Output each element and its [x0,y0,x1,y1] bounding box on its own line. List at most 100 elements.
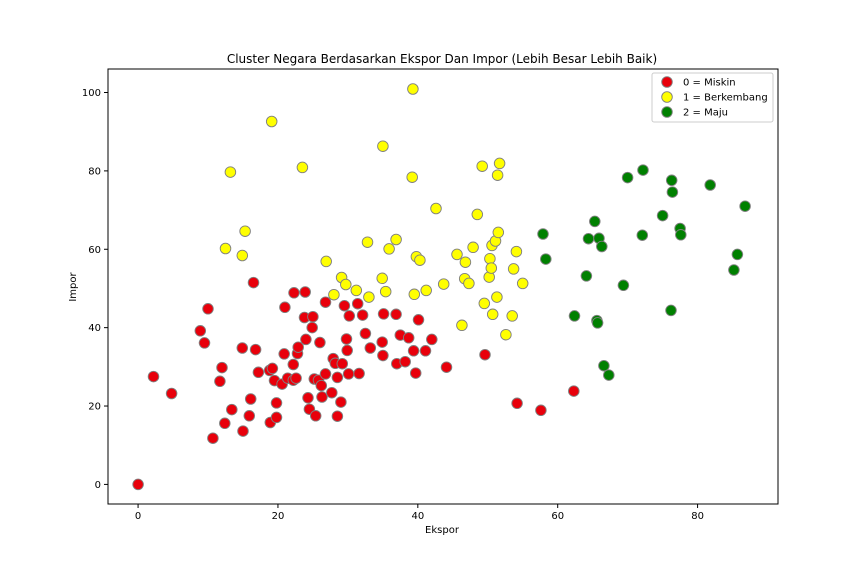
data-point [252,366,265,379]
data-point [471,208,484,221]
series-0 [132,276,580,491]
data-point [376,272,388,285]
y-tick-label: 80 [88,166,101,177]
data-point [456,319,468,332]
data-point [491,169,504,181]
chart-title: Cluster Negara Berdasarkan Ekspor Dan Im… [227,52,657,66]
data-point [364,342,377,354]
data-point [420,284,432,297]
y-tick-label: 40 [88,323,101,334]
data-point [224,166,237,178]
data-point [493,157,506,170]
data-point [596,240,608,253]
data-point [300,333,312,346]
data-point [270,397,283,409]
data-point [315,379,328,392]
data-point [292,341,304,353]
data-point [331,371,344,384]
data-point [338,299,351,312]
data-point [399,355,411,368]
data-point [500,328,512,341]
series-1 [219,83,529,341]
plot-area [132,83,751,491]
data-point [288,287,300,299]
data-point [451,248,463,261]
data-point [603,369,615,381]
data-point [236,342,249,354]
data-point [335,396,347,408]
data-point [656,209,669,222]
data-point [665,174,678,187]
data-point [430,202,442,215]
data-point [459,256,472,268]
data-point [265,115,278,128]
data-point [511,397,523,410]
data-point [739,200,751,212]
data-point [440,361,453,373]
data-point [407,345,420,357]
data-point [476,160,488,172]
data-point [406,171,418,183]
data-point [617,279,630,292]
data-point [243,410,256,422]
data-point [390,308,402,321]
data-point [320,255,332,268]
data-point [412,314,425,326]
legend-label: 0 = Miskin [683,78,736,89]
x-tick-label: 80 [691,511,704,522]
legend-box [651,72,774,123]
data-point [390,233,402,246]
data-point [492,226,505,239]
y-tick-label: 60 [88,245,101,256]
data-point [426,333,438,346]
data-point [484,252,496,265]
plot-frame [107,68,779,505]
data-point [244,393,257,405]
data-point [376,336,388,348]
x-tick-label: 40 [411,511,424,522]
data-point [319,296,332,308]
data-point [299,286,311,298]
legend: 0 = Miskin 1 = Berkembang 2 = Maju [651,72,774,123]
data-point [147,370,160,383]
data-point [279,301,291,314]
data-point [309,410,322,422]
data-point [307,310,319,323]
data-point [194,325,207,337]
y-axis-label: Impor [68,271,79,301]
data-point [219,417,231,430]
x-tick-label: 0 [135,511,141,522]
data-point [675,229,687,241]
data-point [132,478,144,491]
data-point [589,215,601,228]
data-point [296,161,309,174]
data-point [341,344,353,357]
data-point [728,264,740,276]
data-point [535,404,547,417]
data-point [537,228,549,240]
series-2 [537,164,751,381]
legend-marker [661,91,673,103]
data-point [407,83,419,95]
x-axis: 0 20 40 60 80 [135,504,704,522]
y-tick-label: 0 [95,480,101,491]
data-point [408,288,421,301]
data-point [351,297,364,310]
data-point [287,358,300,371]
data-point [506,310,518,322]
data-point [666,186,679,198]
data-point [207,432,219,444]
data-point [507,263,520,275]
y-axis: 0 20 40 60 80 100 [82,88,108,491]
data-point [343,310,356,322]
data-point [319,368,332,380]
data-point [290,372,302,384]
data-point [568,310,581,322]
data-point [331,410,344,422]
data-point [336,357,349,370]
data-point [491,291,503,303]
data-point [582,232,595,245]
data-point [377,140,389,152]
data-point [636,229,649,241]
